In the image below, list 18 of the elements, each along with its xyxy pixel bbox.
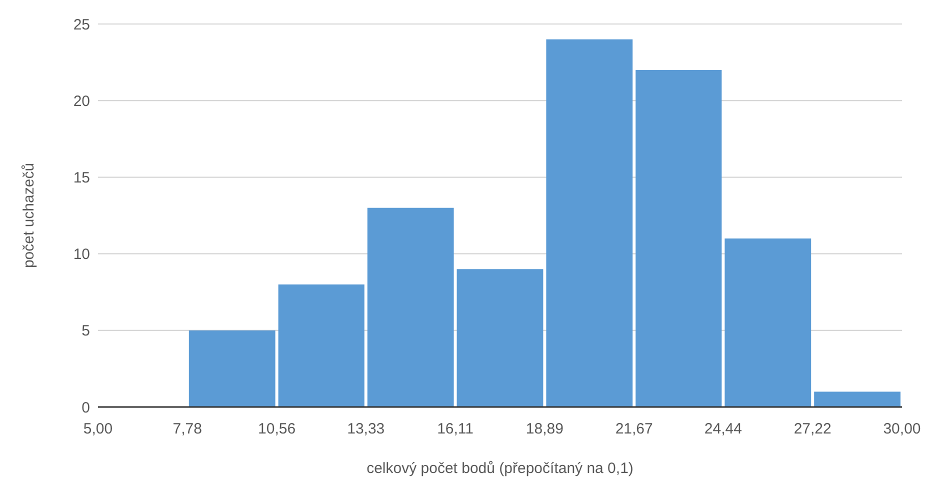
y-tick-label: 25	[73, 16, 90, 34]
x-tick-label: 5,00	[83, 420, 113, 438]
y-tick-label: 10	[73, 246, 90, 264]
x-tick-label: 16,11	[437, 420, 474, 438]
x-tick-label: 24,44	[704, 420, 742, 438]
y-tick-label: 15	[73, 170, 90, 187]
x-tick-label: 30,00	[883, 420, 921, 438]
y-tick-label: 0	[82, 399, 90, 416]
x-tick-label: 7,78	[172, 420, 202, 438]
x-tick-label: 21,67	[615, 420, 653, 438]
y-axis-title: počet uchazečů	[20, 162, 38, 268]
y-tick-label: 20	[73, 92, 90, 110]
y-tick-label: 5	[82, 322, 90, 340]
x-tick-label: 13,33	[347, 420, 385, 438]
x-tick-label: 18,89	[526, 420, 564, 438]
x-tick-label: 10,56	[258, 420, 296, 438]
x-axis-title: celkový počet bodů (přepočítaný na 0,1)	[366, 460, 634, 477]
x-tick-label: 27,22	[794, 420, 832, 438]
